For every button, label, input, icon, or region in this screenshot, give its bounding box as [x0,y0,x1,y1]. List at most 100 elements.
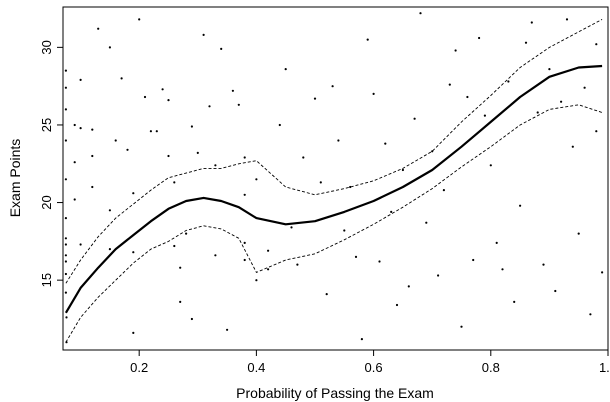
data-point [366,38,369,41]
data-point [73,198,76,201]
data-point [401,168,404,172]
data-point [167,154,170,158]
data-point [337,139,340,142]
data-point [267,268,270,271]
data-point [173,244,176,248]
data-point [296,263,299,266]
y-axis-title: Exam Points [7,139,23,218]
data-point [437,274,440,277]
data-point [560,100,563,103]
data-point [466,95,469,99]
data-point [542,263,545,266]
data-point [108,46,111,49]
data-point [589,313,592,316]
data-point [390,210,393,213]
data-point [185,232,188,235]
data-point [284,68,287,71]
data-point [571,145,574,148]
fit-line [64,64,603,314]
data-point [513,300,516,303]
x-tick-label: 1.0 [599,360,610,375]
data-point [519,204,522,207]
data-point [290,226,293,229]
data-point [149,130,152,133]
data-point [132,331,135,334]
data-point [237,103,240,106]
data-point [126,148,129,151]
data-point [601,271,604,274]
data-point [220,47,223,51]
data-point [255,279,258,282]
data-point [91,128,94,131]
x-tick-label: 0.4 [247,360,265,375]
data-point [319,181,322,184]
data-point [454,49,457,52]
data-point [91,185,94,189]
data-point [243,156,246,159]
data-point [243,193,246,196]
data-point [325,293,328,296]
data-point [395,303,399,307]
data-point [360,338,363,341]
data-point [372,92,375,95]
data-point [208,105,211,108]
data-point [64,272,67,276]
data-point [108,248,111,251]
data-point [64,108,67,111]
plot-frame [62,6,609,351]
data-point [231,89,234,92]
data-point [267,249,270,252]
data-point [108,209,111,212]
x-tick-label: 0.6 [365,360,383,375]
data-point [595,130,598,133]
data-point [583,86,586,89]
data-point [143,95,147,99]
data-point [64,139,67,142]
y-tick-label: 20 [39,195,54,209]
data-point [384,142,387,145]
data-point [120,77,123,80]
data-point [91,154,94,158]
data-point [64,86,67,89]
data-point [378,260,381,263]
data-point [478,36,481,40]
data-point [64,237,67,240]
data-point [73,123,76,127]
data-point [132,192,135,195]
data-point [214,164,217,167]
data-point [173,181,176,184]
data-point [278,123,281,127]
data-point [226,328,229,331]
data-point [413,117,416,120]
data-point [354,255,358,258]
data-point [155,130,158,133]
data-point [448,83,451,86]
data-point [79,127,82,130]
data-point [524,41,528,44]
data-point [343,229,346,232]
data-point [495,241,498,244]
data-point [419,12,422,15]
data-point [114,139,117,142]
data-point [179,300,182,303]
lower-confidence-band [65,104,603,343]
data-point [64,243,67,246]
data-point [167,99,170,102]
data-point [313,97,317,100]
data-point [302,156,305,159]
data-point [554,289,557,293]
data-points [64,12,604,344]
data-point [64,69,67,72]
data-point [202,33,205,37]
data-point [79,78,82,81]
data-point [79,243,82,246]
x-axis-title: Probability of Passing the Exam [236,385,434,401]
data-point [138,18,141,21]
data-point [65,316,68,319]
data-point [64,254,67,257]
data-point [489,164,492,167]
data-point [255,178,258,181]
data-point [577,232,580,235]
data-point [64,217,67,220]
